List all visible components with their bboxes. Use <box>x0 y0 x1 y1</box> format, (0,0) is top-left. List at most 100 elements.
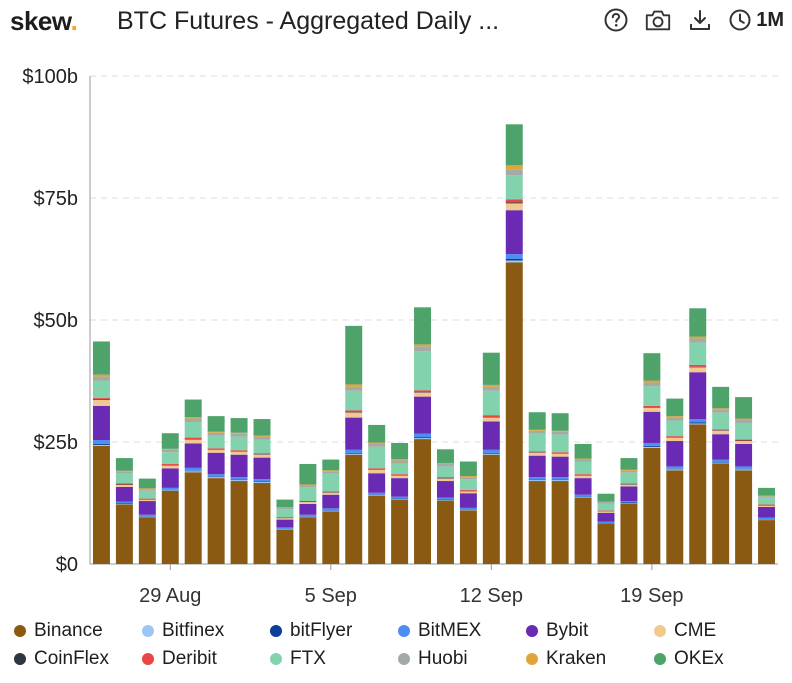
bar-segment-binance[interactable] <box>92 445 110 564</box>
bar-segment-binance[interactable] <box>528 481 546 564</box>
bar-segment-cme[interactable] <box>712 430 730 435</box>
bar-segment-ftx[interactable] <box>528 433 546 452</box>
bar-segment-cme[interactable] <box>689 367 707 373</box>
bar-segment-ftx[interactable] <box>505 175 523 200</box>
bar-segment-binance[interactable] <box>597 523 615 564</box>
bar-segment-bitflyer[interactable] <box>92 443 110 445</box>
legend-item-bitfinex[interactable]: Bitfinex <box>142 620 270 642</box>
bar-segment-bitmex[interactable] <box>276 527 294 529</box>
bar-segment-ftx[interactable] <box>712 412 730 430</box>
bar-segment-okex[interactable] <box>230 418 248 433</box>
bar-segment-cme[interactable] <box>551 453 569 457</box>
bar-segment-cme[interactable] <box>253 454 271 458</box>
bar-segment-kraken[interactable] <box>436 462 454 464</box>
bar-segment-cme[interactable] <box>459 491 477 494</box>
bar-segment-ftx[interactable] <box>391 463 409 475</box>
bar-segment-bybit[interactable] <box>505 210 523 255</box>
bar-segment-okex[interactable] <box>505 124 523 166</box>
bar-segment-ftx[interactable] <box>253 439 271 454</box>
bar-segment-bitmex[interactable] <box>115 501 133 504</box>
bar-segment-deribit[interactable] <box>643 405 661 408</box>
bar-segment-huobi[interactable] <box>207 432 225 436</box>
bar-segment-binance[interactable] <box>574 497 592 564</box>
legend-item-ftx[interactable]: FTX <box>270 648 398 670</box>
legend-item-huobi[interactable]: Huobi <box>398 648 526 670</box>
bar-segment-binance[interactable] <box>436 500 454 564</box>
bar-segment-huobi[interactable] <box>276 507 294 510</box>
bar-segment-okex[interactable] <box>482 352 500 385</box>
bar-segment-huobi[interactable] <box>528 430 546 434</box>
bar-segment-cme[interactable] <box>528 452 546 456</box>
bar-segment-huobi[interactable] <box>414 346 432 352</box>
bar-segment-deribit[interactable] <box>391 474 409 476</box>
bar-segment-ftx[interactable] <box>230 436 248 451</box>
bar-segment-okex[interactable] <box>253 419 271 436</box>
bar-segment-cme[interactable] <box>230 451 248 455</box>
bar-segment-bybit[interactable] <box>230 454 248 478</box>
bar-segment-binance[interactable] <box>735 470 753 564</box>
bar-segment-huobi[interactable] <box>643 382 661 387</box>
time-range-button[interactable]: 1M <box>728 8 784 32</box>
bar-segment-ftx[interactable] <box>92 380 110 399</box>
bar-segment-huobi[interactable] <box>735 420 753 423</box>
bar-segment-kraken[interactable] <box>482 384 500 387</box>
bar-segment-cme[interactable] <box>391 475 409 479</box>
bar-segment-cme[interactable] <box>345 412 363 418</box>
bar-segment-okex[interactable] <box>161 433 179 449</box>
bar-segment-deribit[interactable] <box>230 450 248 452</box>
bar-segment-bybit[interactable] <box>92 405 110 441</box>
bar-segment-bitfinex[interactable] <box>207 477 225 479</box>
bar-segment-kraken[interactable] <box>574 458 592 460</box>
legend-item-bybit[interactable]: Bybit <box>526 620 654 642</box>
bar-segment-okex[interactable] <box>322 459 340 471</box>
bar-segment-binance[interactable] <box>368 495 386 564</box>
bar-segment-cme[interactable] <box>574 475 592 479</box>
bar-segment-ftx[interactable] <box>322 473 340 492</box>
bar-segment-bitmex[interactable] <box>299 514 317 517</box>
bar-segment-ftx[interactable] <box>161 452 179 464</box>
bar-segment-kraken[interactable] <box>299 484 317 486</box>
bar-segment-huobi[interactable] <box>322 471 340 474</box>
bar-segment-okex[interactable] <box>712 386 730 409</box>
bar-segment-deribit[interactable] <box>712 429 730 431</box>
bar-segment-ftx[interactable] <box>574 461 592 475</box>
bar-segment-cme[interactable] <box>482 417 500 422</box>
bar-segment-okex[interactable] <box>551 413 569 431</box>
bar-segment-huobi[interactable] <box>459 477 477 480</box>
bar-segment-bybit[interactable] <box>253 457 271 480</box>
legend-item-bitmex[interactable]: BitMEX <box>398 620 526 642</box>
bar-segment-binance[interactable] <box>115 504 133 564</box>
bar-segment-cme[interactable] <box>276 518 294 520</box>
bar-segment-deribit[interactable] <box>414 390 432 393</box>
bar-segment-bybit[interactable] <box>299 503 317 515</box>
bar-segment-deribit[interactable] <box>368 468 386 470</box>
bar-segment-okex[interactable] <box>574 443 592 459</box>
bar-segment-kraken[interactable] <box>620 469 638 471</box>
bar-segment-bitfinex[interactable] <box>643 446 661 448</box>
bar-segment-okex[interactable] <box>735 397 753 419</box>
bar-segment-deribit[interactable] <box>551 452 569 454</box>
bar-segment-bybit[interactable] <box>712 434 730 460</box>
bar-segment-bybit[interactable] <box>138 501 156 515</box>
bar-segment-bybit[interactable] <box>345 417 363 450</box>
bar-segment-kraken[interactable] <box>161 448 179 450</box>
bar-segment-huobi[interactable] <box>184 418 202 422</box>
bar-segment-ftx[interactable] <box>666 420 684 437</box>
bar-segment-huobi[interactable] <box>597 502 615 504</box>
bar-segment-bitfinex[interactable] <box>414 438 432 440</box>
bar-segment-bitmex[interactable] <box>207 474 225 477</box>
bar-segment-deribit[interactable] <box>253 453 271 455</box>
bar-segment-kraken[interactable] <box>735 418 753 421</box>
bar-segment-bitmex[interactable] <box>184 467 202 471</box>
bar-segment-deribit[interactable] <box>528 451 546 453</box>
bar-segment-kraken[interactable] <box>253 435 271 437</box>
bar-segment-bitfinex[interactable] <box>666 469 684 471</box>
bar-segment-bitfinex[interactable] <box>482 453 500 455</box>
legend-item-coinflex[interactable]: CoinFlex <box>14 648 142 670</box>
bar-segment-kraken[interactable] <box>505 165 523 170</box>
bar-segment-bitmex[interactable] <box>712 459 730 463</box>
legend-item-bitflyer[interactable]: bitFlyer <box>270 620 398 642</box>
bar-segment-huobi[interactable] <box>92 376 110 381</box>
bar-segment-bitmex[interactable] <box>735 466 753 469</box>
bar-segment-bybit[interactable] <box>368 473 386 493</box>
